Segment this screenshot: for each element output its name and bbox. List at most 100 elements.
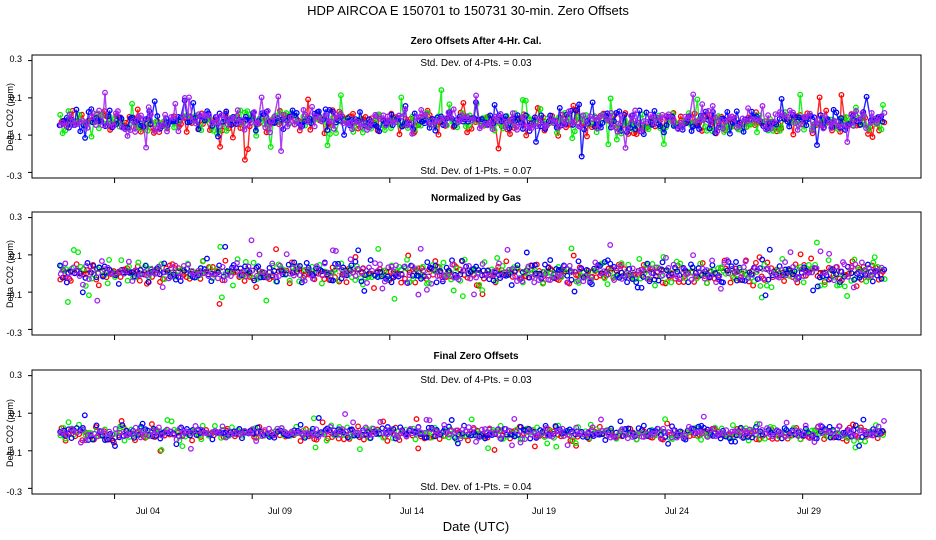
data-point-purple <box>273 273 279 280</box>
data-point-black <box>590 269 592 271</box>
data-point-green <box>85 292 92 299</box>
data-point-blue <box>704 426 711 433</box>
data-point-purple <box>324 269 331 276</box>
data-point-purple <box>806 110 813 117</box>
data-point-purple <box>366 264 372 271</box>
data-point-purple <box>845 273 851 280</box>
data-point-black <box>245 265 247 268</box>
data-point-red <box>816 94 823 101</box>
data-point-green <box>230 282 236 289</box>
data-point-purple <box>62 260 69 267</box>
data-point-purple <box>506 266 512 273</box>
data-point-purple <box>504 246 511 253</box>
data-point-purple <box>640 118 647 125</box>
data-point-black <box>342 267 345 270</box>
data-point-purple <box>269 260 276 267</box>
data-point-black <box>207 269 210 271</box>
data-point-black <box>553 268 555 271</box>
data-point-blue <box>816 274 823 281</box>
data-point-blue <box>848 270 855 277</box>
data-point-blue <box>616 108 623 115</box>
data-point-blue <box>526 425 532 432</box>
data-point-red <box>823 107 830 114</box>
data-point-purple <box>211 270 218 277</box>
data-point-black <box>532 268 535 270</box>
data-point-red <box>396 131 403 138</box>
data-point-purple <box>337 110 344 117</box>
data-point-black <box>113 272 115 275</box>
data-point-blue <box>607 260 614 267</box>
data-point-black <box>334 268 337 270</box>
data-point-red <box>371 285 377 292</box>
data-point-green <box>754 129 760 136</box>
data-point-purple <box>626 271 633 278</box>
data-point-purple <box>558 112 565 119</box>
data-point-purple <box>861 267 868 274</box>
data-point-purple <box>395 112 402 119</box>
data-point-green <box>98 112 105 119</box>
data-point-blue <box>392 435 399 442</box>
data-point-purple <box>354 429 361 436</box>
data-point-purple <box>403 433 410 440</box>
y-tick-label: 0.1 <box>9 251 22 261</box>
data-point-black <box>685 269 687 271</box>
data-point-purple <box>756 117 763 124</box>
data-point-red <box>507 131 513 137</box>
data-point-purple <box>813 265 820 272</box>
data-point-blue <box>81 412 88 419</box>
data-point-red <box>460 99 467 106</box>
data-point-black <box>785 273 787 275</box>
data-point-black <box>256 270 258 273</box>
data-point-blue <box>851 276 858 283</box>
plot-frame <box>31 54 922 179</box>
data-point-green <box>333 130 339 137</box>
data-point-black <box>374 270 376 272</box>
data-point-black <box>462 272 464 274</box>
data-point-purple <box>699 430 705 437</box>
data-point-blue <box>523 249 530 256</box>
y-tick-label: 0.3 <box>9 370 22 380</box>
data-point-purple <box>310 430 317 437</box>
data-point-black <box>502 274 505 276</box>
data-point-blue <box>195 126 202 133</box>
data-point-green <box>553 443 560 450</box>
data-point-purple <box>155 263 162 270</box>
data-point-green <box>70 247 77 253</box>
data-point-purple <box>746 426 753 433</box>
data-point-purple <box>304 118 311 125</box>
data-point-blue <box>367 257 374 264</box>
data-point-purple <box>681 432 688 439</box>
data-point-purple <box>497 435 504 442</box>
data-point-black <box>644 270 646 273</box>
data-point-green <box>158 447 165 453</box>
data-point-black <box>535 270 538 272</box>
data-point-blue <box>783 426 790 433</box>
data-point-red <box>662 280 669 287</box>
data-point-black <box>277 268 280 271</box>
data-point-red <box>464 129 471 136</box>
data-point-black <box>733 269 735 271</box>
data-point-black <box>119 270 122 273</box>
data-point-black <box>605 268 607 270</box>
data-point-black <box>382 269 385 271</box>
data-point-purple <box>122 126 128 133</box>
data-point-black <box>123 270 125 272</box>
data-point-black <box>96 269 98 272</box>
data-point-blue <box>766 246 773 253</box>
data-point-black <box>718 272 720 274</box>
data-point-purple <box>745 275 751 282</box>
data-point-black <box>311 270 313 272</box>
data-point-green <box>601 275 608 282</box>
data-point-black <box>869 271 872 274</box>
data-point-black <box>94 268 96 271</box>
data-point-black <box>490 269 492 271</box>
data-point-red <box>418 265 425 272</box>
panel-markers <box>28 375 887 499</box>
data-point-blue <box>341 131 348 138</box>
data-point-black <box>443 272 446 274</box>
data-point-black <box>471 270 474 273</box>
data-point-purple <box>473 92 480 99</box>
data-point-black <box>807 268 809 271</box>
data-point-purple <box>835 123 842 130</box>
data-point-blue <box>542 261 548 268</box>
